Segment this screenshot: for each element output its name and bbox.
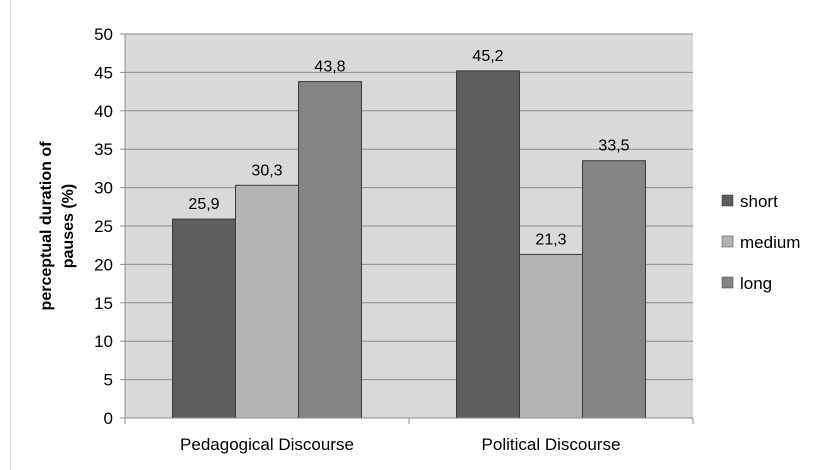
left-border [10,0,11,470]
y-tick-label: 30 [94,179,113,198]
legend: short medium long [721,192,800,293]
legend-label-long: long [740,274,772,293]
bar-short [456,70,520,419]
y-tick-label: 25 [94,217,113,236]
data-label-short: 45,2 [472,48,503,65]
legend-swatch-short [721,194,734,207]
y-tick-label: 5 [104,371,113,390]
y-tick-label: 15 [94,294,113,313]
y-tick-label: 0 [104,409,113,428]
y-axis-label-line: pauses (%) [60,184,77,268]
x-category-label: Pedagogical Discourse [180,435,354,454]
data-label-long: 43,8 [314,59,345,76]
axes: 0 5 10 15 20 25 30 35 40 45 50 Pedagogical Discours… [94,25,694,454]
data-label-short: 25,9 [188,196,219,213]
bar-medium [519,253,583,419]
legend-swatch-long [721,276,734,289]
y-axis-label: perceptual duration of pauses (%) [38,141,77,311]
x-category-label: Political Discourse [482,435,621,454]
y-tick-label: 20 [94,255,113,274]
legend-label-short: short [740,192,778,211]
y-tick-label: 45 [94,63,113,82]
y-axis-label-line: perceptual duration of [38,141,55,311]
y-tick-label: 50 [94,25,113,44]
y-tick-label: 40 [94,102,113,121]
bar-short [172,218,236,419]
data-label-medium: 30,3 [251,162,282,179]
y-tick-label: 10 [94,332,113,351]
bar-long [582,160,646,419]
bars [172,70,646,419]
data-label-long: 33,5 [598,138,629,155]
data-labels: 25,9 45,2 30,3 21,3 43,8 33,5 [188,48,629,249]
bar-long [298,81,362,419]
legend-swatch-medium [721,235,734,248]
data-label-medium: 21,3 [535,231,566,248]
legend-label-medium: medium [740,233,800,252]
y-tick-label: 35 [94,140,113,159]
bar-medium [235,184,299,419]
